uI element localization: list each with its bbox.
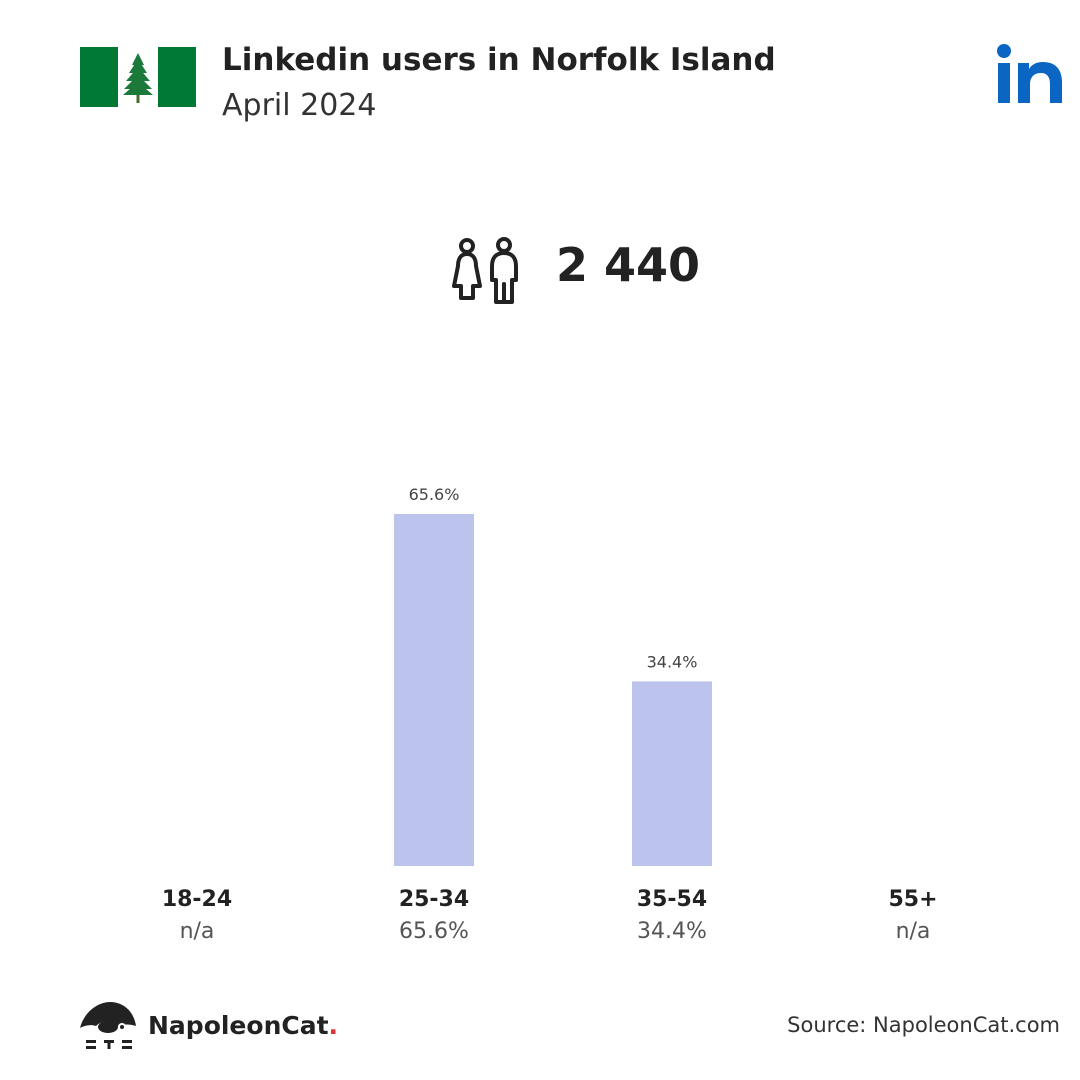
footer-brand-name: NapoleonCat — [148, 1011, 329, 1040]
category-value: n/a — [180, 919, 215, 944]
bar-35-54 — [632, 681, 712, 866]
bar-25-34 — [394, 514, 474, 866]
category-value: 65.6% — [399, 919, 469, 944]
category-value: 34.4% — [637, 919, 707, 944]
category-label: 18-24 — [162, 887, 232, 912]
source-label: Source: NapoleonCat.com — [787, 1013, 1060, 1037]
norfolk-island-flag-icon — [80, 47, 196, 107]
category-label: 25-34 — [399, 887, 469, 912]
page-title: Linkedin users in Norfolk Island — [222, 42, 776, 78]
footer-brand: NapoleonCat. — [148, 1011, 338, 1040]
footer-brand-dot: . — [328, 1011, 339, 1040]
bar-data-label: 65.6% — [409, 485, 460, 504]
page-subtitle: April 2024 — [222, 88, 377, 123]
total-users-value: 2 440 — [556, 238, 701, 292]
napoleoncat-logo-icon — [80, 1002, 136, 1049]
category-label: 55+ — [888, 887, 937, 912]
bar-data-label: 34.4% — [647, 652, 698, 671]
linkedin-logo-icon — [997, 44, 1062, 103]
people-icon — [452, 237, 518, 304]
category-value: n/a — [896, 919, 931, 944]
category-label: 35-54 — [637, 887, 707, 912]
